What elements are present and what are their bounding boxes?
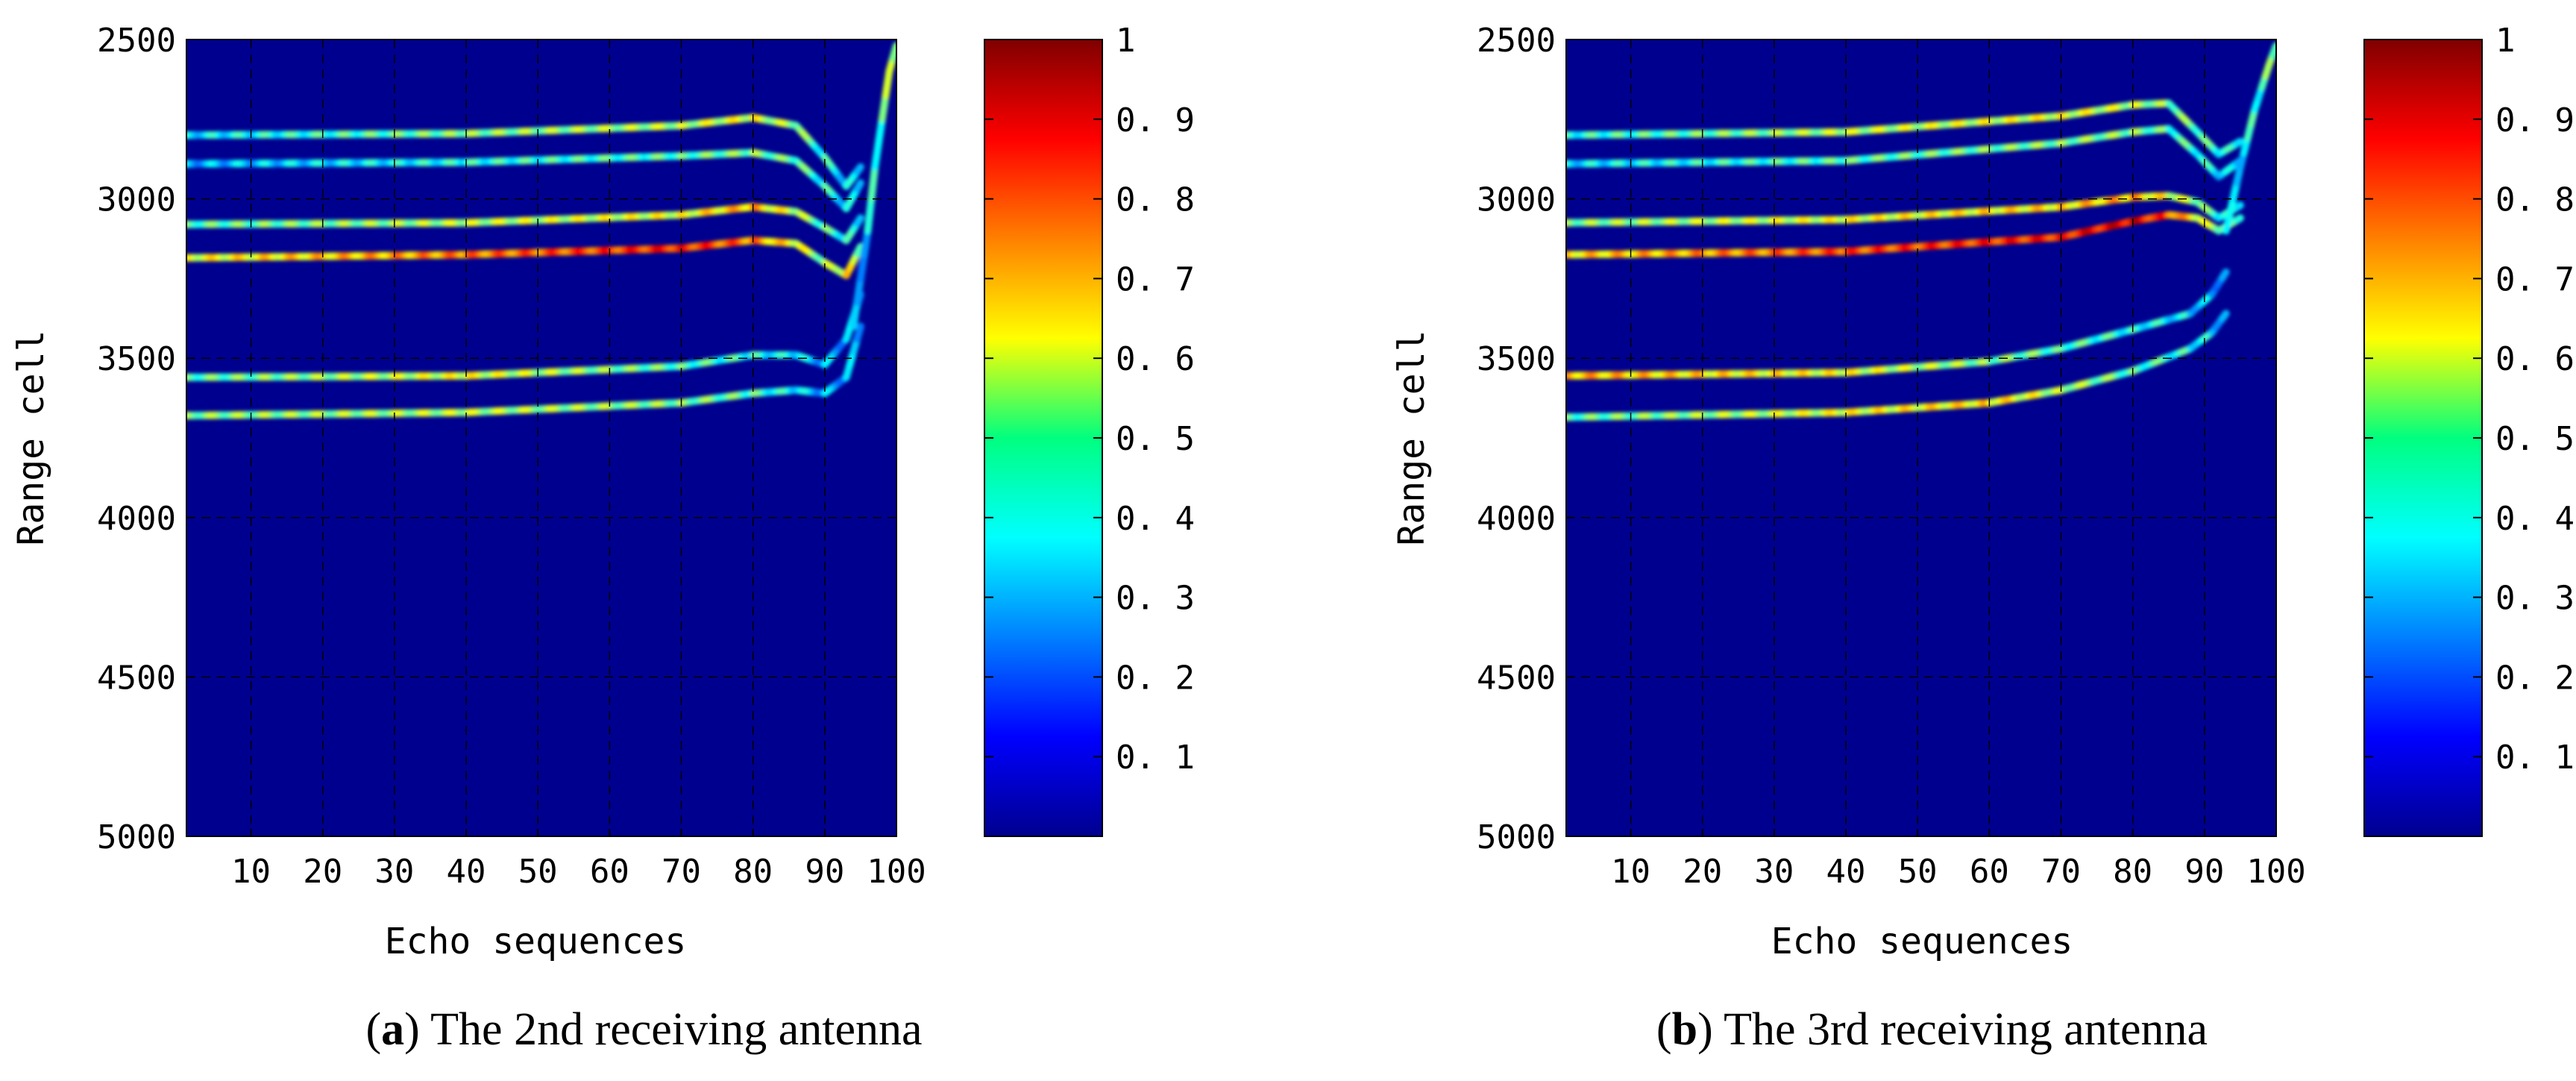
x-axis-label: Echo sequences (385, 921, 687, 962)
colorbar-tick-label: 1 (1116, 22, 1136, 60)
track-segment (878, 91, 890, 123)
x-tick-label: 70 (662, 853, 701, 891)
y-tick-label: 3500 (1477, 340, 1556, 378)
x-tick-label: 20 (1683, 853, 1722, 891)
x-tick-label: 60 (1970, 853, 2009, 891)
caption-b: (b) The 3rd receiving antenna (1656, 1004, 2208, 1055)
x-tick-label: 60 (590, 853, 629, 891)
colorbar-tick-label: 0. 9 (1116, 101, 1195, 140)
x-tick-label: 70 (2041, 853, 2081, 891)
y-axis-label: Range cell (10, 330, 52, 546)
track-segment (874, 115, 886, 147)
y-tick-label: 3000 (97, 181, 176, 219)
y-tick-label: 4000 (1477, 500, 1556, 538)
caption-letter: a (381, 1004, 405, 1055)
track-segment (853, 322, 864, 343)
x-tick-label: 50 (518, 853, 558, 891)
heatmap-chart-b: 10 20 30 40 50 60 70 80 90 100 2500 3000 3500 4000 45… (1391, 22, 2575, 962)
colorbar-tick-label: 0. 3 (2495, 580, 2575, 618)
colorbar-tick-label: 0. 6 (2495, 340, 2575, 378)
panel-a: 10 20 30 40 50 60 70 80 90 100 2500 3000 3500 4000 45… (10, 22, 1195, 1055)
x-tick-label: 10 (1611, 853, 1650, 891)
plot-background (186, 40, 896, 836)
colorbar-tick-label: 0. 2 (2495, 659, 2575, 697)
track-segment (867, 163, 879, 203)
colorbar-tick-label: 0. 4 (1116, 500, 1195, 538)
y-tick-label: 5000 (1477, 818, 1556, 856)
colorbar (984, 39, 1103, 837)
x-tick-label: 50 (1898, 853, 1938, 891)
x-tick-label: 40 (447, 853, 486, 891)
y-tick-label: 2500 (97, 22, 176, 60)
track-segment (2218, 268, 2230, 282)
colorbar-tick-label: 0. 5 (2495, 420, 2575, 458)
x-tick-label: 80 (2113, 853, 2152, 891)
x-tick-label: 30 (1754, 853, 1794, 891)
y-tick-label: 4500 (97, 659, 176, 697)
y-axis-label: Range cell (1391, 330, 1433, 546)
y-tick-label: 5000 (97, 818, 176, 856)
track-segment (853, 214, 864, 228)
x-axis-label: Echo sequences (1771, 921, 2073, 962)
plot-frame (1565, 39, 2277, 837)
caption-text: The 2nd receiving antenna (430, 1004, 923, 1055)
colorbar-tick-label: 0. 9 (2495, 101, 2575, 140)
x-tick-label: 100 (2246, 853, 2305, 891)
plot-background (1566, 40, 2276, 836)
heatmap-chart-a: 10 20 30 40 50 60 70 80 90 100 2500 3000 3500 4000 45… (10, 22, 1195, 962)
colorbar-tick-label: 0. 6 (1116, 340, 1195, 378)
x-tick-label: 30 (374, 853, 414, 891)
colorbar-tick-label: 1 (2495, 22, 2516, 60)
track-segment (2233, 201, 2244, 211)
track-segment (871, 139, 882, 171)
plot-frame (186, 39, 897, 837)
track-segment (882, 67, 893, 99)
track-segment (853, 275, 864, 307)
caption-text: The 3rd receiving antenna (1724, 1004, 2208, 1055)
colorbar-tick-label: 0. 2 (1116, 659, 1195, 697)
x-tick-label: 10 (231, 853, 271, 891)
y-tick-label: 2500 (1477, 22, 1556, 60)
track-segment (853, 163, 864, 176)
x-tick-label: 40 (1826, 853, 1866, 891)
track-segment (853, 179, 864, 193)
x-tick-label: 90 (2184, 853, 2224, 891)
x-tick-label: 90 (805, 853, 844, 891)
track-segment (853, 242, 864, 258)
caption-letter: b (1671, 1004, 1698, 1055)
y-tick-label: 4000 (97, 500, 176, 538)
colorbar-tick-label: 0. 3 (1116, 580, 1195, 618)
track-segment (2233, 137, 2244, 148)
x-tick-label: 20 (303, 853, 342, 891)
colorbar-tick-label: 0. 4 (2495, 500, 2575, 538)
colorbar-tick-label: 0. 8 (2495, 181, 2575, 219)
colorbar (2363, 39, 2483, 837)
colorbar-tick-label: 0. 5 (1116, 420, 1195, 458)
colorbar-tick-label: 0. 1 (2495, 739, 2575, 777)
y-tick-label: 4500 (1477, 659, 1556, 697)
caption-a: (a) The 2nd receiving antenna (365, 1004, 923, 1055)
y-tick-label: 3000 (1477, 181, 1556, 219)
y-tick-label: 3500 (97, 340, 176, 378)
x-tick-label: 100 (867, 853, 926, 891)
colorbar-tick-label: 0. 8 (1116, 181, 1195, 219)
track-segment (856, 251, 868, 283)
colorbar-tick-label: 0. 7 (2495, 260, 2575, 298)
x-tick-label: 80 (733, 853, 773, 891)
panel-b: 10 20 30 40 50 60 70 80 90 100 2500 3000 3500 4000 45… (1288, 0, 2576, 1081)
colorbar-tick-label: 0. 7 (1116, 260, 1195, 298)
track-segment (864, 195, 876, 235)
track-segment (2218, 310, 2230, 322)
track-segment (849, 298, 861, 330)
track-segment (860, 227, 872, 259)
track-segment (2233, 214, 2244, 225)
colorbar-tick-label: 0. 1 (1116, 739, 1195, 777)
